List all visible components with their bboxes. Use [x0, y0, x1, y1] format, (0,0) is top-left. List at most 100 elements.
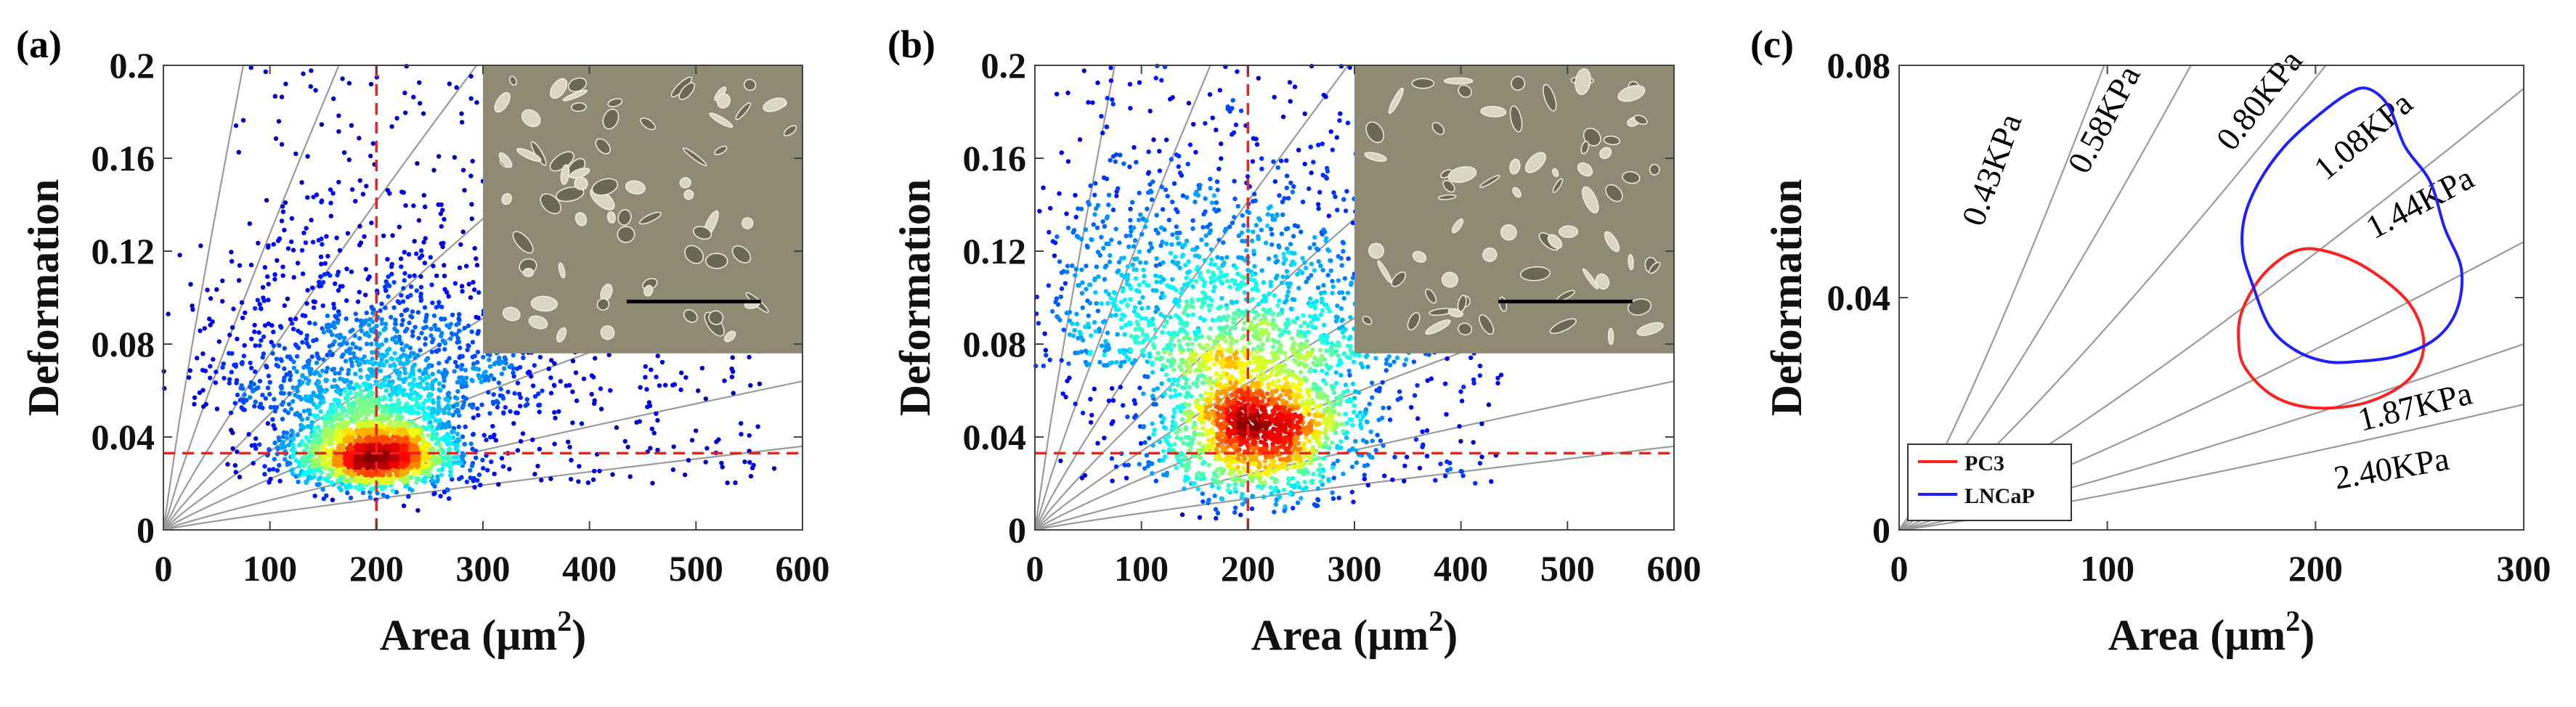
- data-point: [1070, 263, 1075, 269]
- data-point: [420, 401, 426, 406]
- data-point: [333, 431, 338, 437]
- data-point: [305, 195, 310, 200]
- data-point: [396, 430, 401, 435]
- data-point: [1158, 279, 1163, 285]
- data-point: [208, 375, 213, 380]
- data-point: [1391, 359, 1397, 364]
- data-point: [460, 120, 465, 125]
- data-point: [459, 375, 465, 380]
- data-point: [1163, 454, 1168, 459]
- data-point: [1335, 315, 1340, 320]
- data-point: [474, 256, 479, 261]
- data-point: [383, 388, 389, 393]
- data-point: [1080, 305, 1085, 311]
- data-point: [1131, 267, 1137, 272]
- data-point: [1093, 290, 1098, 295]
- data-point: [311, 305, 317, 311]
- data-point: [331, 320, 336, 325]
- data-point: [1316, 206, 1321, 211]
- data-point: [442, 316, 447, 322]
- data-point: [192, 395, 198, 400]
- data-point: [288, 373, 293, 378]
- data-point: [1107, 259, 1113, 264]
- data-point: [406, 494, 411, 499]
- stiffness-reference-curve: [163, 445, 803, 531]
- data-point: [1102, 277, 1108, 282]
- data-point: [1141, 391, 1146, 396]
- data-point: [394, 115, 399, 121]
- data-point: [1166, 377, 1171, 383]
- data-point: [362, 234, 367, 239]
- x-axis-label-close: ): [572, 611, 586, 659]
- data-point: [336, 312, 342, 317]
- data-point: [1179, 512, 1185, 518]
- data-point: [714, 439, 719, 444]
- data-point: [399, 322, 405, 327]
- data-point: [1149, 197, 1155, 203]
- data-point: [320, 279, 326, 285]
- data-point: [343, 388, 348, 393]
- data-point: [383, 457, 389, 462]
- data-point: [288, 377, 293, 383]
- data-point: [1116, 307, 1121, 312]
- data-point: [1155, 306, 1161, 312]
- data-point: [1121, 161, 1126, 166]
- data-point: [1259, 227, 1264, 232]
- data-point: [1117, 240, 1122, 245]
- data-point: [1110, 385, 1115, 391]
- data-point: [458, 346, 463, 351]
- data-point: [386, 294, 391, 299]
- data-point: [1081, 68, 1086, 73]
- data-point: [1073, 214, 1078, 220]
- data-point: [177, 253, 182, 258]
- data-point: [290, 385, 296, 391]
- data-point: [404, 444, 409, 449]
- data-point: [398, 361, 403, 366]
- data-point: [1203, 120, 1208, 126]
- data-point: [410, 420, 415, 425]
- data-point: [1318, 312, 1323, 317]
- data-point: [1251, 248, 1256, 253]
- data-point: [345, 446, 350, 451]
- cell-shape: [625, 180, 646, 195]
- data-point: [1459, 469, 1464, 474]
- data-point: [300, 380, 305, 385]
- data-point: [1409, 405, 1414, 410]
- data-point: [313, 369, 318, 375]
- data-point: [1415, 383, 1420, 388]
- data-point: [228, 410, 234, 415]
- data-point: [422, 261, 428, 266]
- data-point: [1104, 216, 1110, 221]
- data-point: [532, 472, 537, 477]
- data-point: [420, 470, 426, 475]
- data-point: [1275, 212, 1280, 217]
- data-point: [495, 404, 500, 410]
- data-point: [1094, 225, 1100, 230]
- data-point: [287, 391, 292, 396]
- cell-shape: [522, 268, 535, 277]
- data-point: [757, 381, 763, 386]
- data-point: [1099, 301, 1104, 306]
- data-point: [242, 392, 247, 397]
- data-point: [358, 324, 364, 329]
- data-point: [394, 489, 399, 495]
- data-point: [529, 374, 534, 379]
- data-point: [404, 343, 410, 348]
- data-point: [1192, 192, 1198, 197]
- data-point: [1356, 390, 1362, 395]
- data-point: [1203, 196, 1208, 201]
- data-point: [404, 401, 410, 406]
- data-point: [1157, 149, 1162, 154]
- data-point: [646, 400, 652, 405]
- data-point: [379, 342, 384, 348]
- y-tick-label: 0.08: [92, 324, 155, 364]
- data-point: [166, 311, 171, 316]
- data-point: [1324, 371, 1330, 376]
- data-point: [1404, 454, 1410, 459]
- data-point: [1240, 502, 1246, 507]
- data-point: [397, 224, 402, 229]
- data-point: [410, 309, 415, 314]
- data-point: [1315, 202, 1321, 207]
- data-point: [391, 361, 397, 367]
- data-point: [1182, 242, 1187, 248]
